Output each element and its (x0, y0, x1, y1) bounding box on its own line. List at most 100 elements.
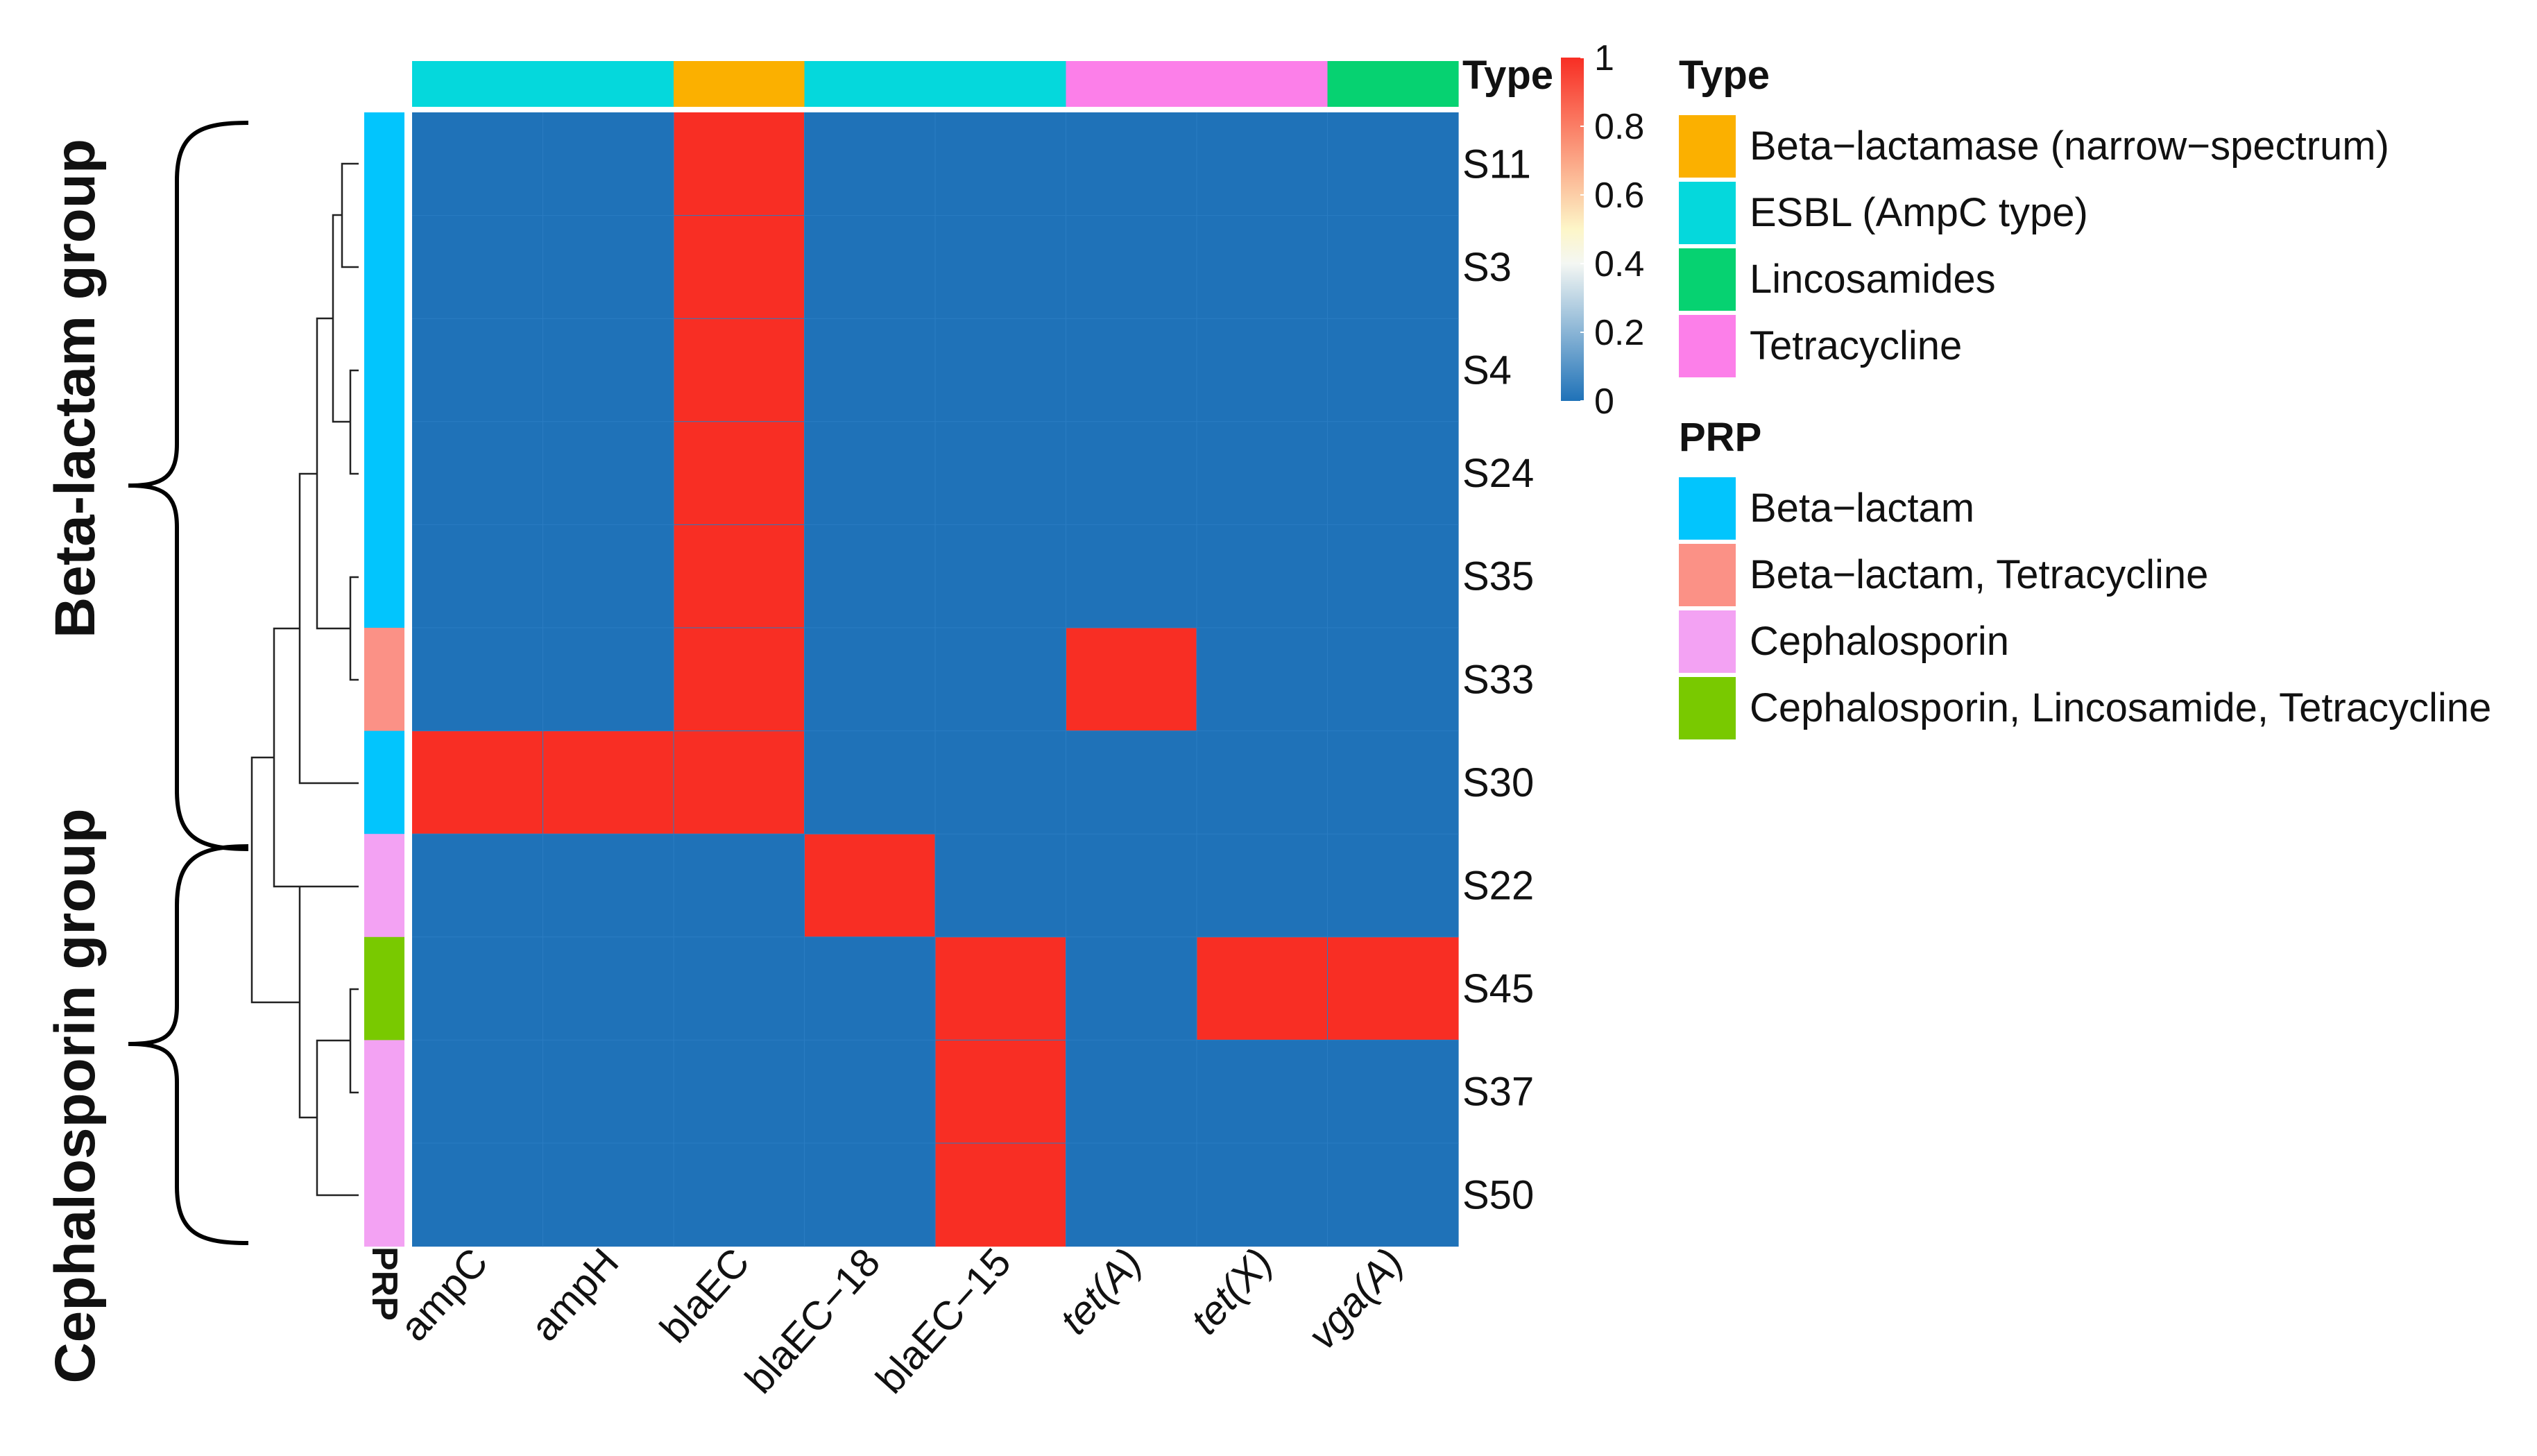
cell-s37-blaec-18 (804, 1040, 936, 1144)
cell-s4-ampc (412, 318, 544, 422)
prp-anno-s30 (364, 730, 404, 834)
type-anno-blaec (674, 61, 805, 107)
row-dendrogram (250, 162, 359, 1197)
beta-lactam-bracket (128, 121, 249, 851)
cell-s50-amph (543, 1143, 674, 1247)
cell-s3-blaec-15 (935, 215, 1067, 319)
col-label-tet-a: tet(A) (1051, 1240, 1150, 1343)
cell-s45-vga-a (1327, 936, 1459, 1040)
row-label-s22: S22 (1462, 864, 1534, 909)
cell-s3-vga-a (1327, 215, 1459, 319)
prp-row-annotation (364, 112, 404, 1247)
heatmap-cells (412, 112, 1459, 1247)
cell-s11-tet-x (1197, 112, 1329, 216)
row-label-s11: S11 (1462, 142, 1531, 187)
cell-s11-blaec-18 (804, 112, 936, 216)
cell-s11-blaec-15 (935, 112, 1067, 216)
cell-s45-ampc (412, 936, 544, 1040)
prp-legend: PRP Beta−lactam Beta−lactam, Tetracycline C… (1679, 415, 2491, 739)
cell-s45-tet-x (1197, 936, 1329, 1040)
cell-s22-amph (543, 834, 674, 938)
cell-s3-amph (543, 215, 674, 319)
cell-s37-amph (543, 1040, 674, 1144)
cell-s50-blaec-15 (935, 1143, 1067, 1247)
prp-anno-s22 (364, 834, 404, 938)
cell-s3-tet-a (1066, 215, 1197, 319)
type-anno-tet-x (1197, 61, 1329, 107)
colorbar-tick-label: 0.8 (1594, 107, 1644, 147)
cell-s4-blaec-18 (804, 318, 936, 422)
prp-anno-s45 (364, 936, 404, 1040)
cephalosporin-bracket (128, 844, 249, 1245)
col-label-tet-x: tet(X) (1182, 1240, 1281, 1343)
cell-s22-blaec (674, 834, 805, 938)
row-label-s4: S4 (1462, 348, 1512, 393)
cell-s35-blaec-15 (935, 524, 1067, 628)
cell-s45-tet-a (1066, 936, 1197, 1040)
cell-s50-blaec (674, 1143, 805, 1247)
prp-legend-label-beta-lactam: Beta−lactam (1750, 486, 1974, 531)
cell-s4-tet-x (1197, 318, 1329, 422)
cell-s4-tet-a (1066, 318, 1197, 422)
type-anno-amph (543, 61, 674, 107)
cell-s33-amph (543, 628, 674, 732)
cell-s22-blaec-18 (804, 834, 936, 938)
cell-s37-vga-a (1327, 1040, 1459, 1144)
prp-legend-label-cephalosporin-lincosamide-tetracycline: Cephalosporin, Lincosamide, Tetracycline (1750, 685, 2491, 730)
type-anno-tet-a (1066, 61, 1197, 107)
cell-s50-ampc (412, 1143, 544, 1247)
type-legend-swatch-esbl-ampc-type (1679, 182, 1736, 244)
cell-s30-ampc (412, 730, 544, 834)
cell-s11-tet-a (1066, 112, 1197, 216)
row-label-s30: S30 (1462, 760, 1534, 805)
prp-legend-title: PRP (1679, 415, 1761, 460)
row-label-s35: S35 (1462, 554, 1534, 599)
cell-s45-blaec-18 (804, 936, 936, 1040)
cell-s37-ampc (412, 1040, 544, 1144)
cell-s24-blaec-18 (804, 421, 936, 525)
cell-s4-vga-a (1327, 318, 1459, 422)
colorbar-ticks: 1 0.8 0.6 0.4 0.2 0 (1580, 38, 1644, 422)
colorbar-tick-label: 0 (1594, 382, 1614, 422)
cell-s30-blaec-15 (935, 730, 1067, 834)
cell-s33-blaec (674, 628, 805, 732)
cell-s4-blaec (674, 318, 805, 422)
cell-s35-tet-a (1066, 524, 1197, 628)
cell-s24-tet-a (1066, 421, 1197, 525)
row-labels: S11 S3 S4 S24 S35 S33 S30 S22 S45 S37 S50 (1462, 142, 1534, 1217)
colorbar-tick-label: 0.2 (1594, 313, 1644, 353)
type-legend-swatch-beta-lactamase-narrow-spectrum (1679, 115, 1736, 178)
cell-s35-vga-a (1327, 524, 1459, 628)
cell-s33-tet-x (1197, 628, 1329, 732)
col-label-blaec-18: blaEC−18 (737, 1240, 889, 1402)
cell-s37-tet-a (1066, 1040, 1197, 1144)
row-label-s24: S24 (1462, 451, 1534, 496)
type-annotation-title: Type (1462, 53, 1553, 98)
colorbar (1561, 58, 1584, 401)
cell-s30-vga-a (1327, 730, 1459, 834)
col-label-ampc: ampC (391, 1240, 497, 1349)
cell-s24-blaec-15 (935, 421, 1067, 525)
prp-legend-label-beta-lactam-tetracycline: Beta−lactam, Tetracycline (1750, 552, 2208, 597)
prp-legend-swatch-cephalosporin (1679, 610, 1736, 673)
prp-anno-s11 (364, 112, 404, 216)
cell-s24-amph (543, 421, 674, 525)
cell-s37-blaec (674, 1040, 805, 1144)
colorbar-tick-label: 0.6 (1594, 175, 1644, 216)
cell-s24-tet-x (1197, 421, 1329, 525)
cell-s45-blaec-15 (935, 936, 1067, 1040)
cell-s37-blaec-15 (935, 1040, 1067, 1144)
cell-s24-blaec (674, 421, 805, 525)
prp-legend-swatch-beta-lactam-tetracycline (1679, 544, 1736, 606)
cell-s4-amph (543, 318, 674, 422)
cell-s33-tet-a (1066, 628, 1197, 732)
type-legend-title: Type (1679, 53, 1770, 98)
cell-s3-blaec (674, 215, 805, 319)
col-label-blaec-15: blaEC−15 (867, 1240, 1020, 1402)
type-legend-swatch-lincosamides (1679, 248, 1736, 311)
prp-anno-s35 (364, 524, 404, 628)
cell-s37-tet-x (1197, 1040, 1329, 1144)
cell-s30-blaec-18 (804, 730, 936, 834)
